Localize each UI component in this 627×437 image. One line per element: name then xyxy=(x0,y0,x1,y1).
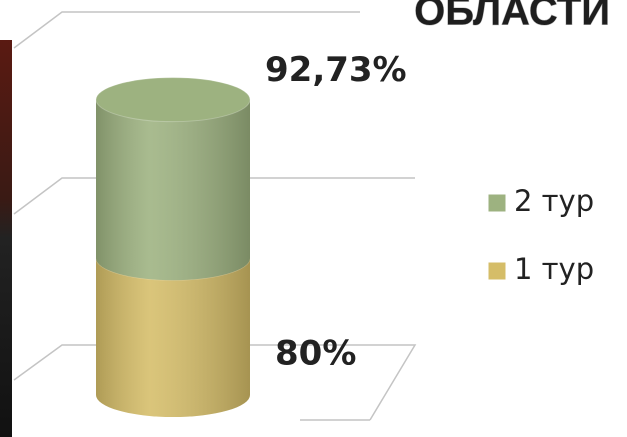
cylinder-shade xyxy=(96,258,250,417)
data-label: 80% xyxy=(275,334,356,374)
legend-swatch xyxy=(487,193,507,213)
bar-segment xyxy=(95,77,251,281)
cylinder-shade xyxy=(96,99,250,281)
legend-swatch xyxy=(487,261,507,281)
legend-label: 1 тур xyxy=(514,252,594,286)
chart-title: ОБЛАСТИ xyxy=(414,0,610,34)
cylinder-top xyxy=(95,77,251,123)
data-label: 92,73% xyxy=(265,50,407,90)
slide-background xyxy=(0,40,12,437)
legend-label: 2 тур xyxy=(514,184,594,218)
